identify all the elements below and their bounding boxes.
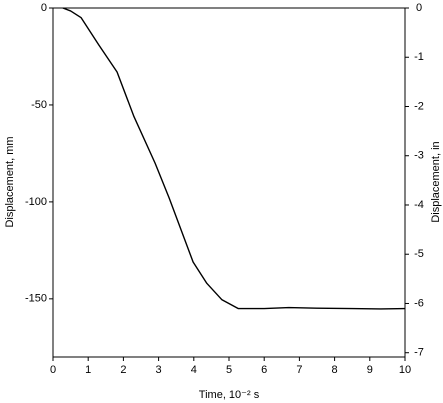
y-axis-label: Displacement, mm	[4, 136, 16, 227]
y-tick-label: -100	[25, 196, 47, 208]
y2-tick-label: -7	[414, 347, 424, 359]
plot-frame	[52, 7, 406, 358]
x-tick-label: 0	[50, 364, 56, 376]
y2-tick-label: -2	[414, 100, 424, 112]
x-tick-label: 5	[226, 364, 232, 376]
y-tick-label: -50	[31, 99, 47, 111]
x-tick-label: 9	[367, 364, 373, 376]
x-tick-label: 2	[120, 364, 126, 376]
y2-tick-label: 0	[416, 2, 422, 14]
y2-tick-label: -6	[414, 297, 424, 309]
y-tick-label: 0	[41, 2, 47, 14]
y2-tick-label: -3	[414, 150, 424, 162]
y2-axis-label: Displacement, in	[430, 141, 442, 222]
x-tick-label: 1	[85, 364, 91, 376]
x-axis-label: Time, 10⁻² s	[199, 389, 260, 401]
y2-tick-label: -1	[414, 51, 424, 63]
x-tick-label: 6	[261, 364, 267, 376]
x-tick-label: 10	[399, 364, 411, 376]
data-line	[62, 7, 406, 310]
x-tick-label: 4	[191, 364, 197, 376]
y2-tick-label: -4	[414, 199, 424, 211]
y2-tick-label: -5	[414, 248, 424, 260]
y-tick-label: -150	[25, 293, 47, 305]
x-tick-label: 7	[296, 364, 302, 376]
x-tick-label: 3	[156, 364, 162, 376]
x-tick-label: 8	[332, 364, 338, 376]
